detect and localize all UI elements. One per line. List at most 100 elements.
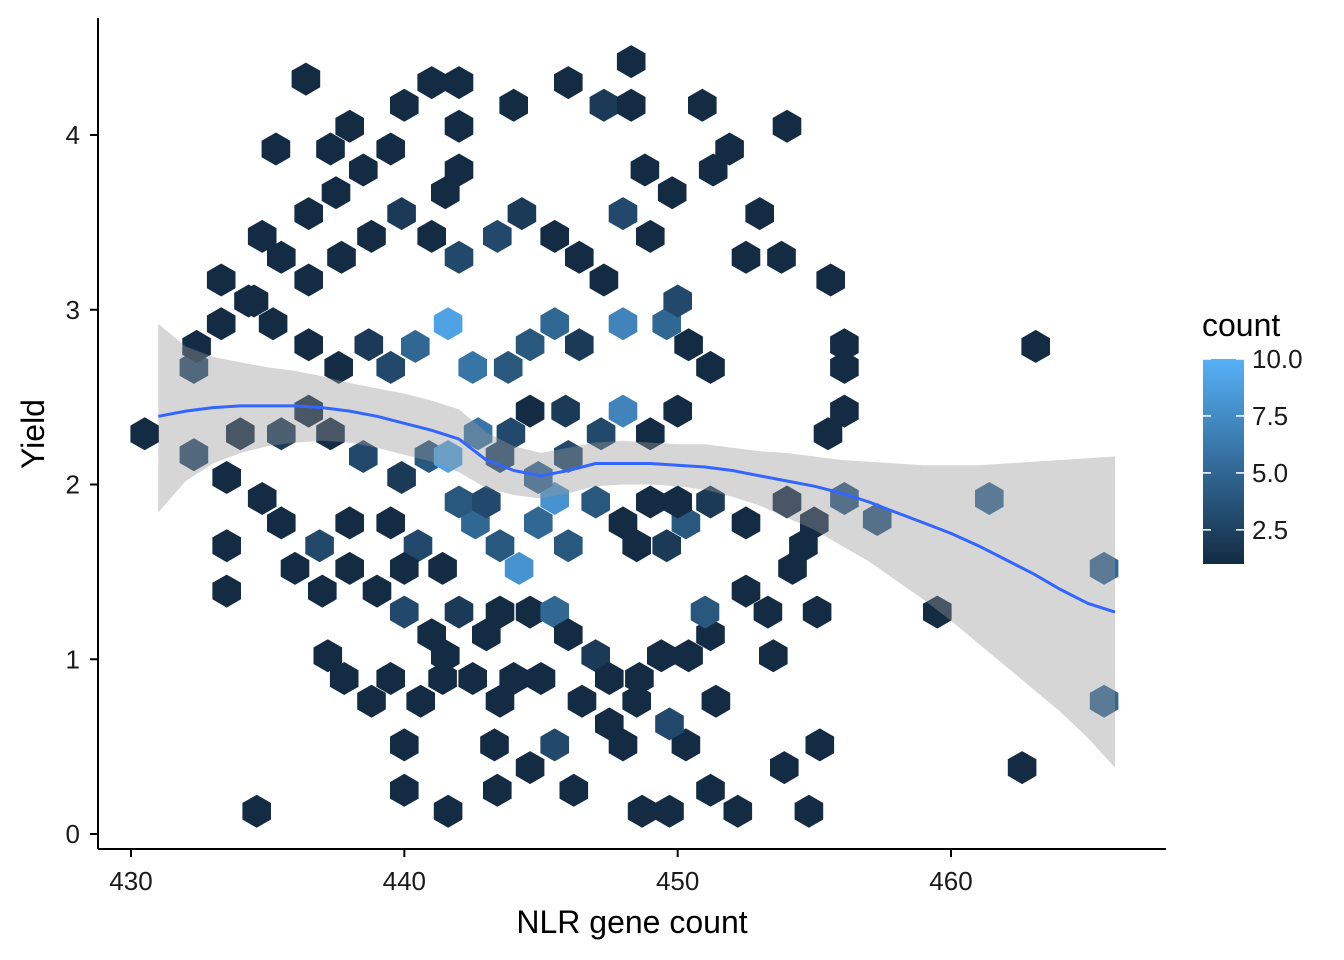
hex-bin	[354, 328, 384, 362]
hex-bin	[428, 551, 457, 585]
hex-bin	[554, 440, 583, 473]
hex-bin	[206, 307, 236, 341]
hex-bin	[636, 485, 665, 519]
hex-bin	[496, 417, 526, 451]
hex-bin	[830, 394, 859, 428]
hex-bin	[417, 66, 446, 100]
hex-bin	[313, 639, 343, 673]
hex-bin	[247, 219, 277, 253]
hex-bin	[431, 176, 460, 210]
hex-bin	[428, 662, 457, 695]
hexbin-layer	[130, 45, 1119, 828]
hex-bin	[376, 132, 405, 166]
hex-bin	[688, 88, 717, 122]
hex-bin	[316, 417, 345, 451]
hex-bin	[674, 639, 703, 673]
hex-bin	[655, 707, 684, 741]
hex-bin	[540, 595, 569, 629]
hex-bin	[655, 794, 684, 828]
hex-bin	[247, 482, 277, 515]
hex-bin	[830, 328, 859, 362]
hex-bin	[608, 197, 638, 231]
hex-bin	[586, 417, 616, 451]
hex-bin	[390, 595, 419, 629]
legend-tick-label: 7.5	[1252, 401, 1288, 431]
hex-bin	[329, 662, 359, 695]
hex-bin	[830, 350, 859, 384]
hex-bin	[559, 773, 589, 807]
hex-bin	[789, 529, 818, 563]
hex-bin	[616, 88, 646, 122]
hex-bin	[616, 45, 646, 79]
hex-bin	[321, 176, 351, 210]
y-tick-label: 3	[66, 295, 80, 325]
hex-bin	[493, 350, 523, 384]
hex-bin	[357, 219, 386, 253]
hex-bin	[431, 639, 460, 673]
hex-bin	[565, 240, 594, 274]
legend-title: count	[1202, 307, 1280, 343]
hex-bin	[472, 485, 501, 519]
hex-bin	[524, 461, 553, 494]
hex-bin	[581, 639, 610, 673]
y-tick-label: 1	[66, 644, 80, 674]
hex-bin	[280, 551, 310, 585]
hex-bin	[800, 506, 829, 540]
hex-bin	[1021, 329, 1050, 363]
hex-bin	[622, 529, 651, 563]
hex-bin	[387, 197, 416, 231]
hex-bin	[406, 684, 435, 718]
hex-bin	[770, 751, 799, 785]
hex-bin	[794, 794, 824, 828]
color-legend: count 2.5 5.0 7.5 10.0	[1202, 307, 1303, 564]
hex-bin	[206, 263, 236, 297]
hex-bin	[731, 506, 761, 540]
x-axis-title: NLR gene count	[516, 904, 747, 940]
hex-bin	[595, 707, 624, 741]
hex-bin	[324, 350, 353, 384]
hex-bin	[622, 684, 651, 718]
hex-bin	[767, 240, 796, 274]
hex-bin	[753, 595, 783, 629]
hex-bin	[362, 574, 392, 608]
hex-bin	[130, 417, 159, 451]
smooth-line	[158, 404, 1116, 614]
hex-bin	[212, 461, 241, 494]
hex-bin	[212, 574, 241, 608]
hex-bin	[357, 684, 386, 718]
hex-bin	[499, 88, 528, 122]
confidence-band-layer	[158, 323, 1116, 768]
hex-bin	[390, 88, 419, 122]
hex-bin	[258, 307, 288, 341]
hex-bin	[759, 639, 788, 673]
hex-bin	[376, 662, 405, 695]
hex-bin	[671, 728, 701, 762]
hex-bin	[540, 482, 569, 515]
hex-bin	[458, 662, 487, 695]
hex-bin	[589, 263, 619, 297]
hex-bin	[589, 88, 619, 122]
hex-bin	[690, 595, 720, 629]
hex-bin	[608, 728, 638, 762]
hex-bin	[696, 773, 725, 807]
confidence-band	[158, 323, 1116, 768]
hex-bin	[294, 197, 323, 231]
hex-bin	[636, 219, 665, 253]
hex-bin	[267, 240, 296, 274]
hex-bin	[390, 728, 419, 762]
x-tick-label: 450	[656, 866, 699, 896]
hex-bin	[816, 263, 845, 297]
legend-ticks: 2.5 5.0 7.5 10.0	[1203, 344, 1303, 545]
hex-bin	[805, 728, 835, 762]
hex-bin	[701, 684, 731, 718]
hex-bin	[417, 219, 446, 253]
hex-bin	[294, 328, 323, 362]
hex-bin	[444, 66, 474, 100]
hex-bin	[627, 794, 657, 828]
hex-bin	[524, 506, 553, 540]
hex-bin	[182, 329, 211, 363]
hex-bin	[499, 662, 528, 695]
hex-bin	[267, 417, 296, 451]
hex-bin	[723, 794, 753, 828]
